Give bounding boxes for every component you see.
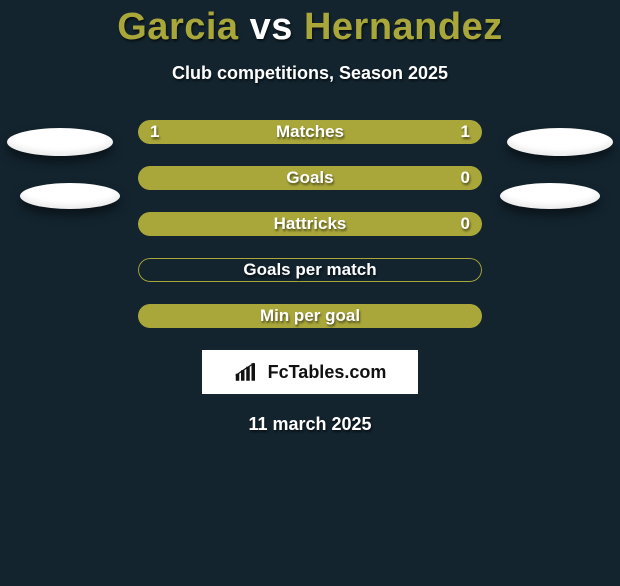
subtitle: Club competitions, Season 2025 xyxy=(0,63,620,84)
title-right: Hernandez xyxy=(304,6,503,48)
title-left: Garcia xyxy=(117,6,238,48)
stat-row: Hattricks0 xyxy=(138,212,482,236)
stat-value-right: 1 xyxy=(461,120,470,144)
stat-label: Goals xyxy=(138,166,482,190)
stat-value-left: 1 xyxy=(150,120,159,144)
stat-label: Goals per match xyxy=(138,258,482,282)
fctables-logo: FcTables.com xyxy=(202,350,418,394)
stat-value-right: 0 xyxy=(461,212,470,236)
comparison-chart: Matches11Goals0Hattricks0Goals per match… xyxy=(0,120,620,328)
logo-text: FcTables.com xyxy=(268,362,387,383)
stat-value-right: 0 xyxy=(461,166,470,190)
stat-row: Goals0 xyxy=(138,166,482,190)
stat-row: Min per goal xyxy=(138,304,482,328)
date-label: 11 march 2025 xyxy=(0,414,620,435)
title-vs: vs xyxy=(239,6,304,48)
page-title: Garcia vs Hernandez xyxy=(0,6,620,49)
stat-row: Matches1 1 xyxy=(138,120,482,144)
stat-label: Min per goal xyxy=(138,304,482,328)
stat-row: Goals per match xyxy=(138,258,482,282)
stat-label: Hattricks xyxy=(138,212,482,236)
stat-label: Matches xyxy=(138,120,482,144)
bar-chart-icon xyxy=(234,361,262,383)
